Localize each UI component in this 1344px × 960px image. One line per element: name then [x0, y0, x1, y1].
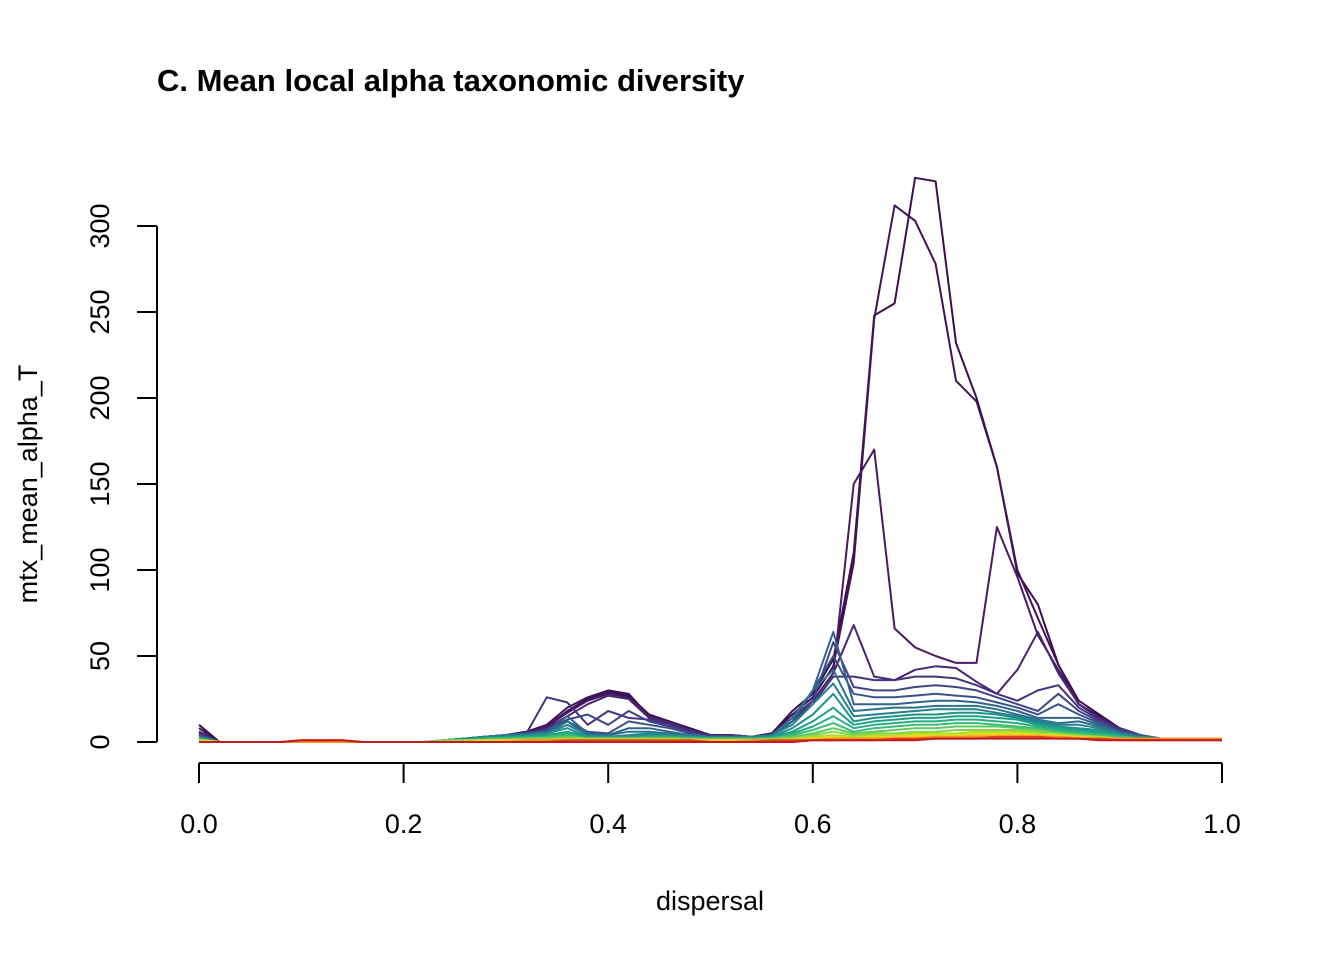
- x-tick-label: 0.4: [589, 809, 627, 839]
- y-tick-label: 150: [85, 461, 115, 506]
- x-axis-label: dispersal: [656, 886, 764, 916]
- x-tick-label: 0.0: [180, 809, 218, 839]
- y-tick-label: 200: [85, 375, 115, 420]
- x-tick-label: 0.8: [999, 809, 1037, 839]
- y-tick-label: 50: [85, 641, 115, 671]
- y-tick-label: 250: [85, 289, 115, 334]
- series-line-3: [198, 448, 1222, 743]
- y-tick-label: 0: [85, 734, 115, 749]
- series-line-2: [198, 204, 1222, 743]
- x-tick-label: 1.0: [1203, 809, 1241, 839]
- x-tick-label: 0.6: [794, 809, 832, 839]
- x-axis: 0.0 0.2 0.4 0.6 0.8 1.0: [180, 762, 1241, 839]
- series-line-1: [198, 176, 1222, 743]
- y-tick-label: 300: [85, 203, 115, 248]
- y-axis: 0 50 100 150 200 250 300: [85, 203, 158, 750]
- series-line-22: [199, 737, 1222, 743]
- chart-title: C. Mean local alpha taxonomic diversity: [157, 63, 745, 98]
- y-tick-label: 100: [85, 547, 115, 592]
- x-tick-label: 0.2: [385, 809, 423, 839]
- series-group: [198, 176, 1222, 743]
- y-axis-label: mtx_mean_alpha_T: [13, 365, 43, 604]
